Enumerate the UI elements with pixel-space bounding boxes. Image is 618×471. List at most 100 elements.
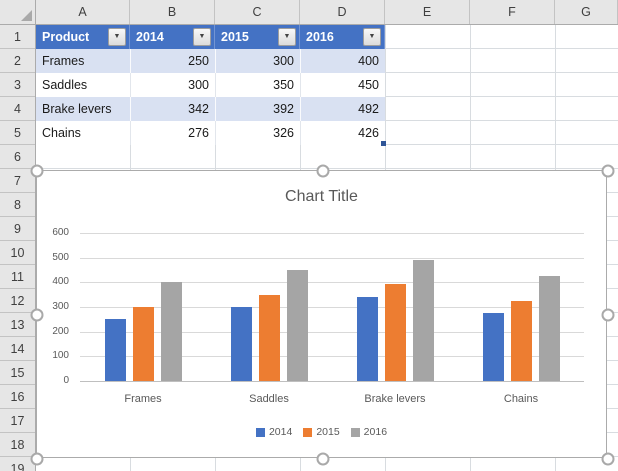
table-cell-value[interactable]: 342 [188,102,209,116]
column-header-b[interactable]: B [130,0,215,24]
table-column-separator [215,121,216,145]
row-header-1[interactable]: 1 [0,25,35,49]
table-cell-value[interactable]: 276 [188,126,209,140]
y-axis-tick-label-600: 600 [52,227,69,238]
row-header-5[interactable]: 5 [0,121,35,145]
chart-legend[interactable]: 2014 2015 2016 [37,426,606,438]
legend-label: 2015 [316,426,340,438]
row-header-9[interactable]: 9 [0,217,35,241]
bar-2015-saddles[interactable] [258,294,280,381]
select-all-corner[interactable] [0,0,36,25]
filter-dropdown-button[interactable]: ▼ [278,28,296,46]
row-header-16[interactable]: 16 [0,385,35,409]
y-axis-tick-label-0: 0 [63,375,69,386]
chart-selection-handle[interactable] [601,452,615,466]
row-header-12[interactable]: 12 [0,289,35,313]
chart-title[interactable]: Chart Title [285,188,358,205]
row-header-15[interactable]: 15 [0,361,35,385]
table-cell-value[interactable]: 250 [188,54,209,68]
table-header-cell-product[interactable]: Product ▼ [36,25,130,49]
chart-selection-handle[interactable] [30,308,44,322]
bar-2014-brake-levers[interactable] [356,296,378,381]
table-cell-value[interactable]: 300 [188,78,209,92]
table-header-cell-2016[interactable]: 2016 ▼ [300,25,385,49]
table-cell-product[interactable]: Frames [42,54,85,68]
row-header-6[interactable]: 6 [0,145,35,169]
column-header-e[interactable]: E [385,0,470,24]
bar-2016-brake-levers[interactable] [412,259,434,381]
row-header-18[interactable]: 18 [0,433,35,457]
table-row: Chains 276 326 426 [36,121,385,145]
table-header-cell-2014[interactable]: 2014 ▼ [130,25,215,49]
column-header-g[interactable]: G [555,0,618,24]
table-cell-value[interactable]: 400 [358,54,379,68]
row-header-8[interactable]: 8 [0,193,35,217]
column-header-f[interactable]: F [470,0,555,24]
row-header-19[interactable]: 19 [0,457,35,471]
category-axis-label[interactable]: Chains [503,393,539,405]
bar-2015-brake-levers[interactable] [384,284,406,381]
category-axis-label[interactable]: Brake levers [364,393,426,405]
y-axis-tick-label-100: 100 [52,350,69,362]
chart-selection-handle[interactable] [30,452,44,466]
row-header-13[interactable]: 13 [0,313,35,337]
table-column-separator [215,97,216,121]
row-header-11[interactable]: 11 [0,265,35,289]
table-cell-product[interactable]: Brake levers [42,102,112,116]
bar-2016-chains[interactable] [538,275,560,381]
column-header-a[interactable]: A [36,0,130,24]
table-header-cell-2015[interactable]: 2015 ▼ [215,25,300,49]
row-header-10[interactable]: 10 [0,241,35,265]
table-cell-value[interactable]: 450 [358,78,379,92]
filter-dropdown-icon: ▼ [113,33,121,40]
bar-2014-chains[interactable] [482,312,504,381]
table-cell-value[interactable]: 300 [273,54,294,68]
filter-dropdown-button[interactable]: ▼ [193,28,211,46]
chart-selection-handle[interactable] [601,308,615,322]
table-cell-value[interactable]: 326 [273,126,294,140]
chart-object[interactable]: Chart Title 2014 2015 2016 0 100 200 300 400 50… [30,164,615,466]
column-header-d[interactable]: D [300,0,385,24]
table-cell-value[interactable]: 350 [273,78,294,92]
bar-2015-frames[interactable] [132,307,154,381]
row-header-4[interactable]: 4 [0,97,35,121]
legend-item-2016[interactable]: 2016 [350,426,388,438]
table-column-separator [130,73,131,97]
bar-2014-saddles[interactable] [230,307,252,381]
category-axis-label[interactable]: Saddles [249,393,289,405]
legend-swatch-icon [255,427,265,437]
chart-selection-handle[interactable] [30,164,44,178]
table-resize-handle[interactable] [381,141,386,146]
row-header-17[interactable]: 17 [0,409,35,433]
table-cell-value[interactable]: 426 [358,126,379,140]
chart-selection-handle[interactable] [316,164,329,178]
chart-gridline-600 [80,233,584,234]
y-axis-tick-label-200: 200 [52,325,69,337]
chart-selection-handle[interactable] [601,164,615,178]
legend-item-2015[interactable]: 2015 [303,426,340,438]
legend-label: 2016 [363,426,388,438]
bar-2015-chains[interactable] [510,300,532,381]
legend-item-2014[interactable]: 2014 [255,426,292,438]
row-header-2[interactable]: 2 [0,49,35,73]
row-header-3[interactable]: 3 [0,73,35,97]
table-row: Brake levers 342 392 492 [36,97,385,121]
table-cell-value[interactable]: 492 [358,102,379,116]
row-header-14[interactable]: 14 [0,337,35,361]
y-axis-tick-label-300: 300 [52,301,69,312]
column-header-c[interactable]: C [215,0,300,24]
category-axis-label[interactable]: Frames [124,393,162,405]
row-header-7[interactable]: 7 [0,169,35,193]
filter-dropdown-button[interactable]: ▼ [363,28,381,46]
bar-2016-saddles[interactable] [286,270,308,381]
table-cell-product[interactable]: Saddles [42,78,88,92]
table-cell-product[interactable]: Chains [42,126,81,140]
bar-2014-frames[interactable] [104,319,126,381]
chart-selection-handle[interactable] [316,452,329,466]
table-cell-value[interactable]: 392 [273,102,294,116]
filter-dropdown-button[interactable]: ▼ [108,28,126,46]
bar-2016-frames[interactable] [160,282,182,381]
chart-gridline-300 [80,307,584,308]
row-header-strip: 1 2 3 4 5 6 7 8 9 10 11 12 13 14 15 16 17 18 19 [0,25,36,471]
